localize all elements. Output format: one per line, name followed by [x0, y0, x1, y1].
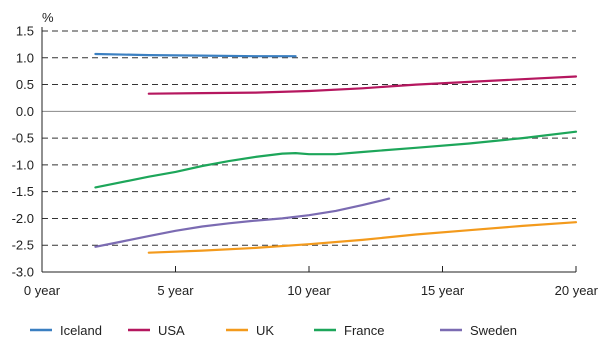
legend-item-uk: UK [226, 323, 274, 338]
legend-item-france: France [314, 323, 384, 338]
y-tick-label: 0.5 [16, 77, 34, 92]
y-tick-label: -3.0 [12, 265, 34, 280]
series-line-iceland [94, 52, 297, 58]
series-line-france [94, 130, 578, 189]
legend-label: France [344, 323, 384, 338]
grid [42, 30, 576, 246]
legend-item-iceland: Iceland [30, 323, 102, 338]
axes [41, 27, 577, 273]
legend-item-sweden: Sweden [440, 323, 517, 338]
y-tick-labels: 1.5 1.0 0.5 0.0 -0.5 -1.0 -1.5 -2.0 -2.5 -3.0 [12, 24, 34, 280]
x-tick-label: 5 year [157, 283, 194, 298]
y-tick-label: 0.0 [16, 104, 34, 119]
legend-label: Iceland [60, 323, 102, 338]
y-tick-label: -1.0 [12, 157, 34, 172]
legend-label: UK [256, 323, 274, 338]
legend: Iceland USA UK France Sweden [30, 323, 517, 338]
series-line-uk [147, 221, 578, 254]
series-line-sweden [94, 197, 391, 248]
y-tick-label: -2.0 [12, 211, 34, 226]
y-axis-unit: % [42, 10, 54, 25]
y-tick-label: 1.5 [16, 24, 34, 39]
x-tick-labels: 0 year 5 year 10 year 15 year 20 year [24, 283, 599, 298]
y-tick-label: -0.5 [12, 131, 34, 146]
legend-item-usa: USA [128, 323, 185, 338]
legend-label: USA [158, 323, 185, 338]
y-tick-label: 1.0 [16, 50, 34, 65]
y-tick-label: -2.5 [12, 238, 34, 253]
x-tick-label: 10 year [287, 283, 331, 298]
x-tick-label: 0 year [24, 283, 61, 298]
x-tick-label: 20 year [555, 283, 599, 298]
legend-label: Sweden [470, 323, 517, 338]
series-lines [94, 52, 578, 254]
series-line-usa [147, 75, 578, 95]
y-tick-label: -1.5 [12, 184, 34, 199]
x-tick-label: 15 year [421, 283, 465, 298]
